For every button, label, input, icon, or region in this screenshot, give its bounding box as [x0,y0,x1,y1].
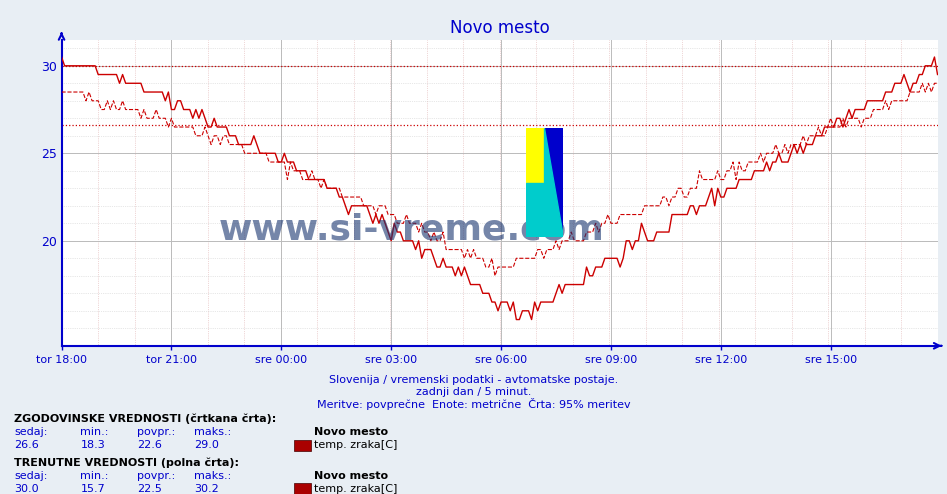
Text: Novo mesto: Novo mesto [314,427,388,437]
Text: povpr.:: povpr.: [137,471,175,481]
Text: 30.0: 30.0 [14,484,39,494]
Polygon shape [526,183,545,237]
Polygon shape [545,128,563,237]
Title: Novo mesto: Novo mesto [450,19,549,37]
Text: sedaj:: sedaj: [14,427,47,437]
Text: 15.7: 15.7 [80,484,105,494]
Text: TRENUTNE VREDNOSTI (polna črta):: TRENUTNE VREDNOSTI (polna črta): [14,457,240,468]
Text: temp. zraka[C]: temp. zraka[C] [314,484,398,494]
Text: maks.:: maks.: [194,471,231,481]
Text: 30.2: 30.2 [194,484,219,494]
Text: sedaj:: sedaj: [14,471,47,481]
Polygon shape [526,128,545,183]
Text: ZGODOVINSKE VREDNOSTI (črtkana črta):: ZGODOVINSKE VREDNOSTI (črtkana črta): [14,414,277,424]
Text: povpr.:: povpr.: [137,427,175,437]
Text: www.si-vreme.com: www.si-vreme.com [220,212,605,247]
Text: 29.0: 29.0 [194,440,219,450]
Text: 26.6: 26.6 [14,440,39,450]
Text: Novo mesto: Novo mesto [314,471,388,481]
Text: 22.5: 22.5 [137,484,162,494]
Text: Meritve: povprečne  Enote: metrične  Črta: 95% meritev: Meritve: povprečne Enote: metrične Črta:… [316,398,631,410]
Text: Slovenija / vremenski podatki - avtomatske postaje.: Slovenija / vremenski podatki - avtomats… [329,375,618,385]
Text: min.:: min.: [80,471,109,481]
Text: 18.3: 18.3 [80,440,105,450]
Polygon shape [545,128,563,237]
Text: min.:: min.: [80,427,109,437]
Text: maks.:: maks.: [194,427,231,437]
Text: zadnji dan / 5 minut.: zadnji dan / 5 minut. [416,387,531,397]
Text: 22.6: 22.6 [137,440,162,450]
Text: temp. zraka[C]: temp. zraka[C] [314,440,398,450]
